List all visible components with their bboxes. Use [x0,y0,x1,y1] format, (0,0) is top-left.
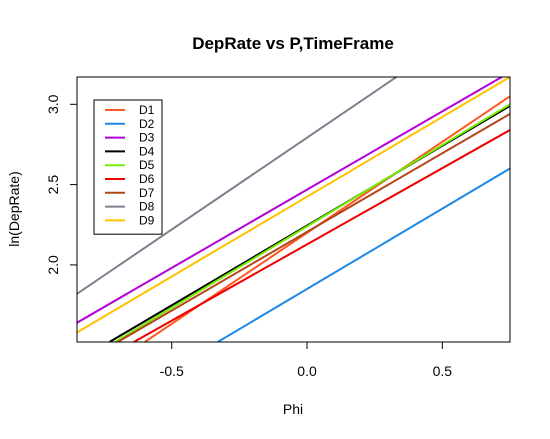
series-line-d8 [77,77,399,295]
legend-label-d1: D1 [139,103,155,117]
y-tick-label: 2.5 [45,175,61,195]
x-axis-label: Phi [283,401,303,417]
series-line-d9 [77,77,510,334]
legend-label-d2: D2 [139,117,155,131]
chart-title: DepRate vs P,TimeFrame [192,34,394,53]
series-line-d2 [217,167,510,342]
x-tick-label: 0.5 [433,363,453,379]
legend-label-d4: D4 [139,144,155,158]
x-tick-label: -0.5 [160,363,184,379]
x-tick-label: 0.0 [297,363,317,379]
series-line-d7 [117,113,510,342]
series-line-d3 [77,77,504,324]
legend-label-d7: D7 [139,186,155,200]
x-axis: -0.5 0.0 0.5 [160,341,453,379]
y-tick-label: 3.0 [45,94,61,114]
legend-label-d5: D5 [139,158,155,172]
legend-box [93,99,163,235]
legend-label-d8: D8 [139,200,155,214]
series-layer [77,77,510,342]
legend-label-d3: D3 [139,131,155,145]
y-axis: 2.0 2.5 3.0 [45,94,78,275]
y-axis-label: ln(DepRate) [6,171,22,246]
legend-label-d6: D6 [139,172,155,186]
series-line-d6 [133,129,510,342]
series-line-d5 [114,103,510,342]
y-tick-label: 2.0 [45,255,61,275]
legend-label-d9: D9 [139,213,155,227]
